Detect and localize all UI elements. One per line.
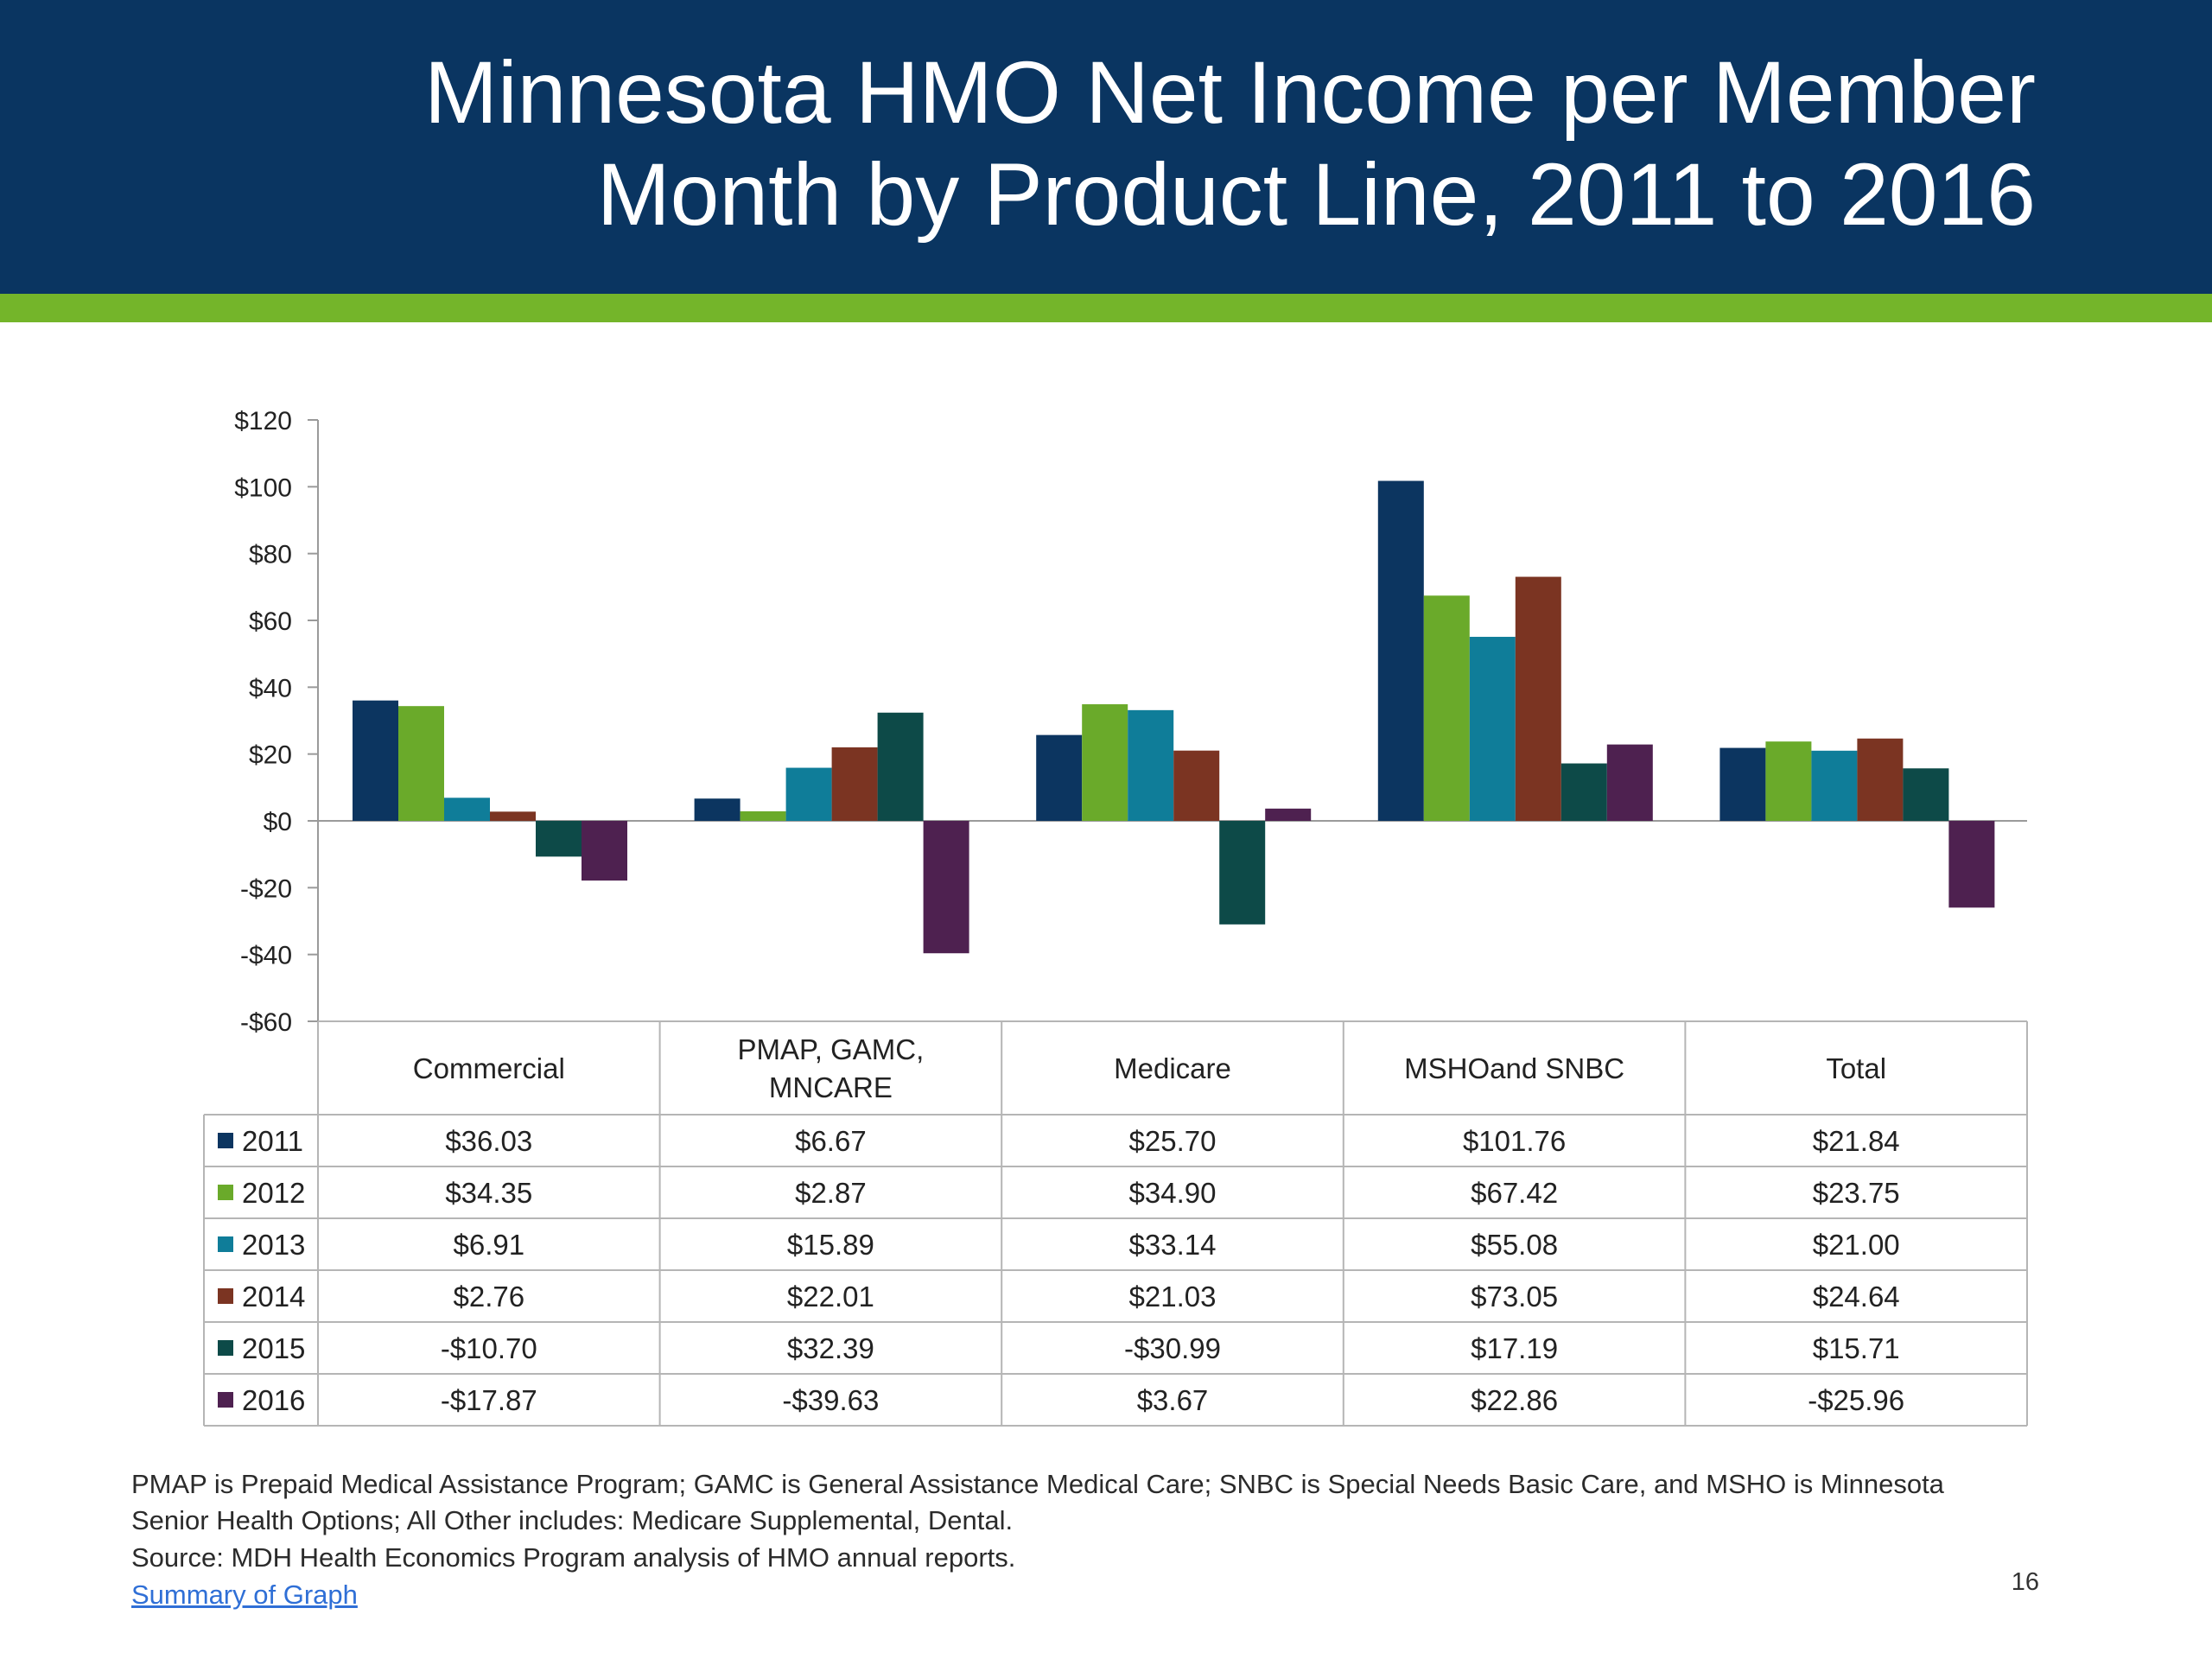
data-value-label: $67.42 <box>1471 1177 1558 1209</box>
bar-2012 <box>1765 741 1812 821</box>
accent-bar <box>0 294 2212 322</box>
bar-2013 <box>785 767 832 821</box>
bar-2016 <box>923 821 969 954</box>
data-value-label: $22.01 <box>787 1281 874 1313</box>
y-tick-label: $60 <box>249 607 292 636</box>
bar-2015 <box>1219 821 1266 925</box>
legend-swatch-2015 <box>218 1340 233 1356</box>
data-value-label: $23.75 <box>1813 1177 1900 1209</box>
bar-2013 <box>1469 637 1516 821</box>
bar-2015 <box>536 821 582 857</box>
bar-2016 <box>582 821 627 881</box>
title-banner: Minnesota HMO Net Income per Member Mont… <box>0 0 2212 294</box>
bar-2012 <box>1082 704 1128 821</box>
data-value-label: $32.39 <box>787 1332 874 1364</box>
category-label: PMAP, GAMC, <box>738 1033 925 1065</box>
data-value-label: -$39.63 <box>782 1384 879 1416</box>
data-value-label: -$25.96 <box>1808 1384 1904 1416</box>
y-tick-label: -$60 <box>240 1008 292 1037</box>
legend-label: 2014 <box>242 1281 305 1313</box>
y-tick-label: $20 <box>249 741 292 770</box>
y-tick-label: $40 <box>249 674 292 702</box>
y-tick-label: $0 <box>264 808 292 836</box>
data-value-label: $21.84 <box>1813 1125 1900 1157</box>
legend-label: 2011 <box>242 1125 303 1157</box>
bar-2014 <box>490 811 536 821</box>
bar-2016 <box>1606 744 1653 821</box>
y-tick-label: -$40 <box>240 942 292 970</box>
bar-2015 <box>877 712 924 821</box>
legend-label: 2015 <box>242 1332 305 1364</box>
legend-swatch-2016 <box>218 1392 233 1408</box>
data-value-label: $2.76 <box>454 1281 525 1313</box>
data-value-label: -$10.70 <box>441 1332 537 1364</box>
data-value-label: $21.03 <box>1129 1281 1217 1313</box>
data-value-label: -$30.99 <box>1124 1332 1221 1364</box>
bar-2013 <box>1128 709 1174 821</box>
legend-swatch-2012 <box>218 1185 233 1200</box>
category-label: Commercial <box>413 1052 565 1084</box>
bar-2011 <box>1036 734 1083 821</box>
bar-2011 <box>353 700 398 821</box>
footnote-line-1: PMAP is Prepaid Medical Assistance Progr… <box>131 1469 1944 1499</box>
bar-2012 <box>740 810 786 821</box>
bar-2014 <box>1173 750 1220 821</box>
data-value-label: $21.00 <box>1813 1229 1900 1261</box>
legend-swatch-2011 <box>218 1133 233 1148</box>
bar-2014 <box>831 747 878 821</box>
bar-2016 <box>1948 821 1995 908</box>
category-label: MNCARE <box>769 1071 893 1103</box>
data-value-label: $24.64 <box>1813 1281 1900 1313</box>
data-value-label: $15.71 <box>1813 1332 1900 1364</box>
bar-chart: $120 $100 $80 $60 $40 $20 $0 -$20 -$40 -$60 Commer… <box>203 407 2028 1427</box>
legend-swatch-2014 <box>218 1288 233 1304</box>
data-value-label: $22.86 <box>1471 1384 1558 1416</box>
data-value-label: $55.08 <box>1471 1229 1558 1261</box>
bar-2016 <box>1265 808 1312 821</box>
bar-2011 <box>1719 747 1766 821</box>
y-tick-label: -$20 <box>240 874 292 903</box>
bar-2014 <box>1857 738 1904 821</box>
data-value-label: -$17.87 <box>441 1384 537 1416</box>
bar-2015 <box>1903 768 1949 821</box>
category-label: Total <box>1826 1052 1886 1084</box>
legend-label: 2012 <box>242 1177 305 1209</box>
data-value-label: $34.90 <box>1129 1177 1217 1209</box>
category-label: Medicare <box>1114 1052 1231 1084</box>
bar-2014 <box>1515 576 1561 821</box>
bar-2011 <box>694 798 741 821</box>
legend-swatch-2013 <box>218 1236 233 1252</box>
footnote-line-2: Senior Health Options; All Other include… <box>131 1505 1014 1535</box>
bar-2013 <box>1811 750 1858 821</box>
slide-title-line-1: Minnesota HMO Net Income per Member <box>424 43 2036 142</box>
y-tick-label: $100 <box>234 474 292 502</box>
slide-title-line-2: Month by Product Line, 2011 to 2016 <box>596 145 2036 244</box>
legend-label: 2016 <box>242 1384 305 1416</box>
data-value-label: $36.03 <box>445 1125 532 1157</box>
bar-2011 <box>1377 480 1424 821</box>
summary-of-graph-link[interactable]: Summary of Graph <box>131 1580 358 1610</box>
page-number: 16 <box>2011 1568 2039 1596</box>
data-value-label: $3.67 <box>1137 1384 1209 1416</box>
data-value-label: $101.76 <box>1463 1125 1566 1157</box>
data-value-label: $73.05 <box>1471 1281 1558 1313</box>
data-value-label: $2.87 <box>795 1177 867 1209</box>
y-tick-label: $80 <box>249 541 292 569</box>
data-value-label: $33.14 <box>1129 1229 1217 1261</box>
bar-2012 <box>398 706 444 821</box>
data-value-label: $17.19 <box>1471 1332 1558 1364</box>
data-value-label: $15.89 <box>787 1229 874 1261</box>
bar-2013 <box>444 798 490 821</box>
data-value-label: $34.35 <box>445 1177 532 1209</box>
data-value-label: $6.91 <box>454 1229 525 1261</box>
data-value-label: $6.67 <box>795 1125 867 1157</box>
data-value-label: $25.70 <box>1129 1125 1217 1157</box>
legend-label: 2013 <box>242 1229 305 1261</box>
source-note: Source: MDH Health Economics Program ana… <box>131 1542 1016 1573</box>
bar-2012 <box>1423 595 1470 821</box>
category-label: MSHOand SNBC <box>1404 1052 1624 1084</box>
y-tick-label: $120 <box>234 407 292 435</box>
bar-2015 <box>1560 763 1607 821</box>
